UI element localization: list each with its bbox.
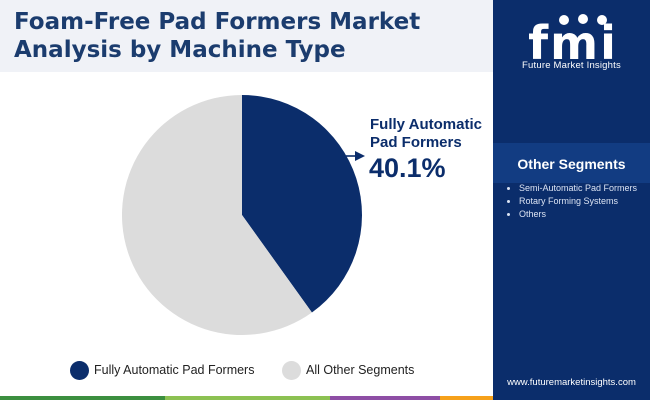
other-segments-header: Other Segments xyxy=(493,143,650,183)
pie-chart xyxy=(121,95,365,335)
stripe-segment-2 xyxy=(165,396,330,400)
stripe-segment-3 xyxy=(330,396,440,400)
legend-swatch-fully-automatic xyxy=(70,361,89,380)
brand-name: Future Market Insights xyxy=(522,60,621,71)
logo-globe-icons xyxy=(559,14,607,25)
header-band: Foam-Free Pad Formers Market Analysis by… xyxy=(0,0,493,72)
segment-item: Rotary Forming Systems xyxy=(519,195,649,207)
callout-value: 40.1% xyxy=(369,153,446,183)
callout-label: Fully Automatic Pad Formers xyxy=(370,116,482,152)
page-title: Foam-Free Pad Formers Market Analysis by… xyxy=(14,8,420,64)
callout-label-line-1: Fully Automatic xyxy=(370,116,482,133)
title-line-1: Foam-Free Pad Formers Market xyxy=(14,9,421,35)
segment-item: Others xyxy=(519,208,649,220)
callout-arrow xyxy=(346,151,365,161)
legend-label-fully-automatic: Fully Automatic Pad Formers xyxy=(94,363,255,377)
sidebar: fmi Future Market Insights Other Segment… xyxy=(493,0,650,400)
other-segments-list: Semi-Automatic Pad Formers Rotary Formin… xyxy=(503,182,649,221)
other-segments-title: Other Segments xyxy=(517,156,626,172)
website-url: www.futuremarketinsights.com xyxy=(507,377,636,388)
legend-label-all-other: All Other Segments xyxy=(306,363,415,377)
pie-slice-all-other xyxy=(121,95,312,335)
bottom-color-stripe xyxy=(0,396,493,400)
title-line-2: Analysis by Machine Type xyxy=(14,37,346,63)
callout-label-line-2: Pad Formers xyxy=(370,134,462,151)
stripe-segment-1 xyxy=(0,396,165,400)
stripe-segment-4 xyxy=(440,396,493,400)
pie-group xyxy=(121,95,362,335)
segment-item: Semi-Automatic Pad Formers xyxy=(519,182,649,194)
pie-slice-fully-automatic xyxy=(242,95,362,313)
logo-letters: fmi xyxy=(528,16,618,70)
legend-swatch-all-other xyxy=(282,361,301,380)
fmi-logo: fmi xyxy=(528,14,618,70)
